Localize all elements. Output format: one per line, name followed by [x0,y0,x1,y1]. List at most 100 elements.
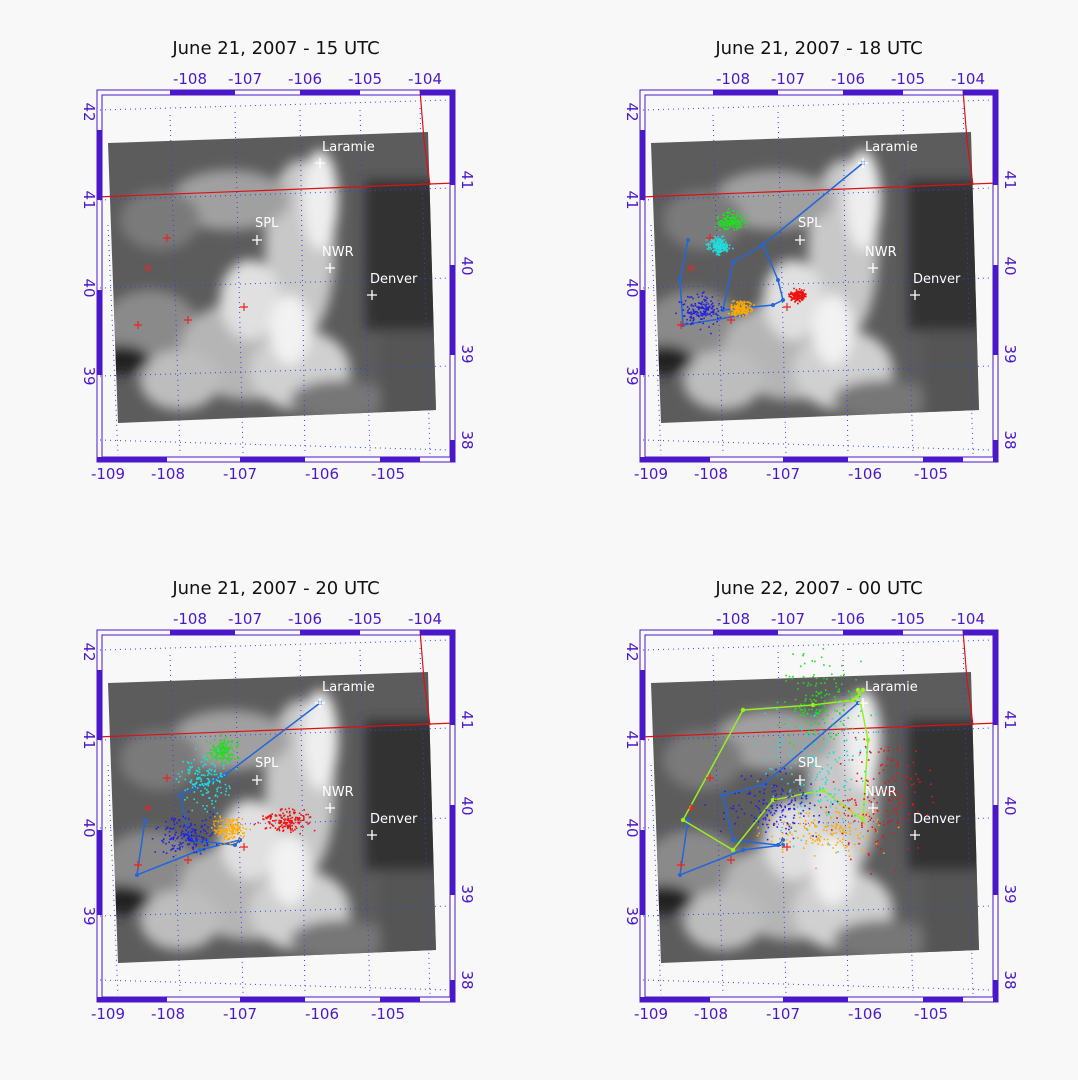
particle [797,303,799,305]
particle [739,805,741,807]
particle [728,313,730,315]
particle [188,818,190,820]
particle [710,300,712,302]
particle [735,311,737,313]
particle [868,855,870,857]
lat-label: 39 [458,344,476,363]
particle [757,781,759,783]
particle [290,828,292,830]
particle [716,254,718,256]
panel-title: June 22, 2007 - 00 UTC [714,578,922,599]
particle [719,254,721,256]
particle [803,676,805,678]
particle [825,777,827,779]
particle [713,313,715,315]
particle [223,833,225,835]
particle [806,798,808,800]
particle [703,299,705,301]
trajectory-point [771,303,775,307]
particle [891,819,893,821]
particle [833,738,835,740]
particle [809,808,811,810]
particle [859,696,861,698]
trajectory-point [776,278,780,282]
particle [816,683,818,685]
particle [718,252,720,254]
lat-label: 39 [458,884,476,903]
particle [217,813,219,815]
particle [188,836,190,838]
particle [212,832,214,834]
relief [683,890,763,950]
particle [191,840,193,842]
particle [228,747,230,749]
particle [741,310,743,312]
particle [805,700,807,702]
particle [226,751,228,753]
particle [697,312,699,314]
particle [729,211,731,213]
frame-tick-bar [450,980,455,1002]
particle [192,828,194,830]
particle [720,250,722,252]
particle [723,226,725,228]
lon-label: -105 [348,610,382,628]
particle [789,832,791,834]
particle [805,820,807,822]
lat-label: 38 [1001,430,1019,449]
particle [281,817,283,819]
particle [789,796,791,798]
lon-label: -107 [771,70,805,88]
particle [909,813,911,815]
particle [765,817,767,819]
particle [713,309,715,311]
particle [196,839,198,841]
particle [786,824,788,826]
frame-tick-bar [993,90,998,185]
particle [828,811,830,813]
particle [710,312,712,314]
lat-label: 40 [623,818,641,837]
particle [221,742,223,744]
particle [191,762,193,764]
particle [733,805,735,807]
particle [827,844,829,846]
particle [292,809,294,811]
particle [204,775,206,777]
particle [781,789,783,791]
particle [846,846,848,848]
particle [171,819,173,821]
trajectory-point [233,843,237,847]
particle [777,749,779,751]
graticule [643,640,993,650]
particle [217,791,219,793]
particle [858,715,860,717]
particle [711,304,713,306]
particle [843,700,845,702]
particle [835,844,837,846]
particle [870,873,872,875]
particle [737,312,739,314]
particle [197,771,199,773]
particle [839,804,841,806]
particle [717,252,719,254]
particle [189,781,191,783]
particle [774,790,776,792]
particle [816,836,818,838]
particle [769,823,771,825]
particle [814,855,816,857]
lon-label: -106 [305,1005,339,1023]
particle [842,838,844,840]
particle [709,306,711,308]
particle [867,781,869,783]
particle [861,822,863,824]
particle [751,815,753,817]
particle [290,818,292,820]
particle [227,822,229,824]
particle [184,834,186,836]
particle [282,813,284,815]
particle [226,743,228,745]
particle [307,823,309,825]
lon-label: -108 [694,465,728,483]
particle [827,825,829,827]
